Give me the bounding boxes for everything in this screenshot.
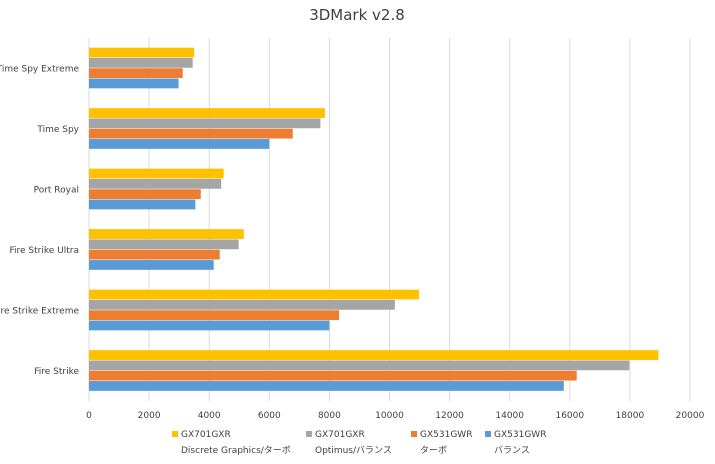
legend-sublabel: バランス [494, 445, 530, 456]
legend-sublabel: ターボ [420, 445, 447, 456]
bar [89, 370, 577, 381]
legend-swatch [172, 431, 178, 437]
bar [89, 108, 325, 118]
legend-label: GX701GXR [315, 430, 365, 440]
bar [89, 249, 220, 260]
bar [89, 260, 214, 270]
category-label: Fire Strike Ultra [10, 246, 80, 256]
legend-sublabel: Optimus/バランス [315, 445, 392, 456]
bar [89, 350, 659, 360]
bar [89, 47, 195, 58]
x-tick-label: 12000 [435, 411, 464, 421]
bar [89, 178, 222, 189]
bar [89, 299, 395, 310]
x-tick-label: 2000 [138, 411, 161, 421]
x-tick-labels: 0 2000 4000 6000 8000 10000 12000 14000 16000 180… [86, 411, 704, 421]
x-tick-label: 18000 [616, 411, 645, 421]
category-labels: Time Spy Extreme Time Spy Port Royal Fire S… [0, 64, 80, 377]
x-tick-label: 6000 [258, 411, 281, 421]
legend-label: GX531GWR [494, 430, 546, 440]
category-label: Fire Strike [34, 367, 79, 377]
category-label: Time Spy Extreme [0, 64, 79, 74]
x-tick-label: 16000 [555, 411, 584, 421]
bar [89, 118, 321, 129]
x-tick-label: 4000 [198, 411, 221, 421]
bar [89, 360, 630, 371]
legend-swatch [306, 431, 312, 437]
bar [89, 68, 183, 79]
bar [89, 57, 193, 68]
x-tick-label: 20000 [676, 411, 705, 421]
legend: GX701GXR Discrete Graphics/ターボ GX701GXR Opt… [172, 430, 546, 456]
chart-title: 3DMark v2.8 [309, 6, 405, 24]
bar [89, 239, 239, 250]
bar [89, 168, 224, 179]
x-tick-label: 8000 [318, 411, 341, 421]
category-label: Port Royal [34, 185, 79, 195]
legend-label: GX531GWR [420, 430, 472, 440]
category-label: Fire Strike Extreme [0, 306, 79, 316]
bar [89, 189, 201, 200]
bars [89, 47, 659, 391]
bar [89, 310, 340, 321]
bar [89, 381, 564, 391]
gridlines [88, 38, 691, 401]
bar [89, 229, 244, 239]
bar [89, 289, 419, 300]
bar [89, 320, 330, 331]
bar [89, 139, 270, 149]
bar [89, 78, 179, 89]
legend-sublabel: Discrete Graphics/ターボ [181, 445, 291, 456]
legend-label: GX701GXR [181, 430, 231, 440]
x-tick-label: 10000 [375, 411, 404, 421]
x-tick-label: 14000 [495, 411, 524, 421]
category-label: Time Spy [36, 125, 79, 135]
legend-swatch [411, 431, 417, 437]
legend-swatch [485, 431, 491, 437]
x-tick-label: 0 [86, 411, 92, 421]
bar [89, 128, 293, 139]
bar [89, 199, 196, 210]
